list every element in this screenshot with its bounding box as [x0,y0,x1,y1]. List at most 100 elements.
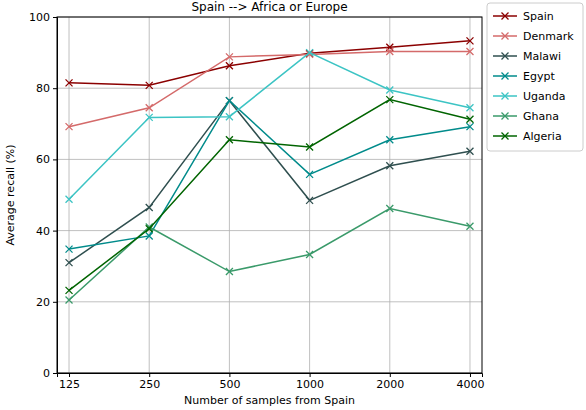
tick-label: 1000 [296,378,324,391]
legend-label: Malawi [523,50,561,63]
marker [66,297,73,304]
marker [386,96,393,103]
plot-area [66,37,474,303]
tick-label: 80 [36,82,50,95]
tick-mark [53,302,57,303]
series-line [69,41,470,85]
tick-mark [53,373,57,374]
legend-marker [502,133,509,140]
marker [466,123,473,130]
tick-mark [53,88,57,89]
axis-line [58,374,483,378]
marker [306,251,313,258]
marker [66,196,73,203]
tick-mark [69,373,70,377]
marker [146,114,153,121]
marker [466,104,473,111]
tick-label: 20 [36,296,50,309]
series-line [69,53,470,200]
y-tick: 100 [29,11,57,24]
grid-line [57,230,482,231]
x-tick: 500 [219,373,240,391]
marker [66,287,73,294]
tick-label: 60 [36,153,50,166]
legend-label: Spain [523,10,554,23]
y-tick: 40 [36,225,57,238]
series-line [69,52,470,127]
legend-marker [502,33,509,40]
tick-label: 4000 [456,378,484,391]
marker [66,123,73,130]
marker [226,97,233,104]
series-line [69,101,470,263]
chart: 125250500100020004000020406080100Spain -… [0,0,586,410]
marker [306,197,313,204]
marker [306,171,313,178]
x-tick: 2000 [376,373,404,391]
legend-box [487,3,583,151]
marker [146,104,153,111]
grid-line [57,159,482,160]
marker [226,62,233,69]
legend-marker [502,53,509,60]
marker [466,148,473,155]
tick-label: 40 [36,225,50,238]
tick-label: 250 [139,378,160,391]
series-line [69,209,470,300]
x-axis: 125 250 500 1000 2000 4000 [58,373,485,391]
marker [386,86,393,93]
legend-label: Uganda [523,90,565,103]
tick-mark [229,373,230,377]
marker [466,48,473,55]
legend-label: Egypt [523,70,555,83]
marker [386,162,393,169]
marker [66,79,73,86]
tick-label: 2000 [376,378,404,391]
legend-marker [502,93,509,100]
grid-line [57,301,482,302]
marker [386,136,393,143]
tick-label: 500 [219,378,240,391]
marker [146,232,153,239]
x-tick: 250 [139,373,160,391]
x-tick: 1000 [296,373,324,391]
marker [146,204,153,211]
series-line [69,101,470,249]
series-line [69,100,470,291]
marker [226,136,233,143]
tick-mark [310,373,311,377]
grid-line [309,17,310,373]
marker [466,116,473,123]
marker [306,49,313,56]
tick-label: 0 [43,367,50,380]
marker [226,113,233,120]
tick-mark [53,159,57,160]
marker [226,97,233,104]
y-tick: 60 [36,153,57,166]
marker [386,205,393,212]
y-tick: 0 [43,367,57,380]
marker [466,37,473,44]
y-tick: 80 [36,82,57,95]
y-label: Average recall (%) [4,144,17,245]
marker [466,223,473,230]
tick-mark [53,231,57,232]
tick-mark [149,373,150,377]
legend-marker [502,73,509,80]
y-tick: 20 [36,296,57,309]
tick-mark [53,17,57,18]
legend: SpainDenmarkMalawiEgyptUgandaGhanaAlgeri… [487,3,583,151]
marker [226,53,233,60]
legend-marker [502,13,509,20]
tick-label: 100 [29,11,50,24]
legend-label: Denmark [523,30,574,43]
y-axis: 0 20 40 60 80 100 [29,11,58,380]
grid-line [469,17,470,373]
marker [146,82,153,89]
x-tick: 125 [59,373,80,391]
marker [226,268,233,275]
grid-line [69,17,70,373]
marker [386,48,393,55]
legend-label: Algeria [523,130,562,143]
marker [306,143,313,150]
